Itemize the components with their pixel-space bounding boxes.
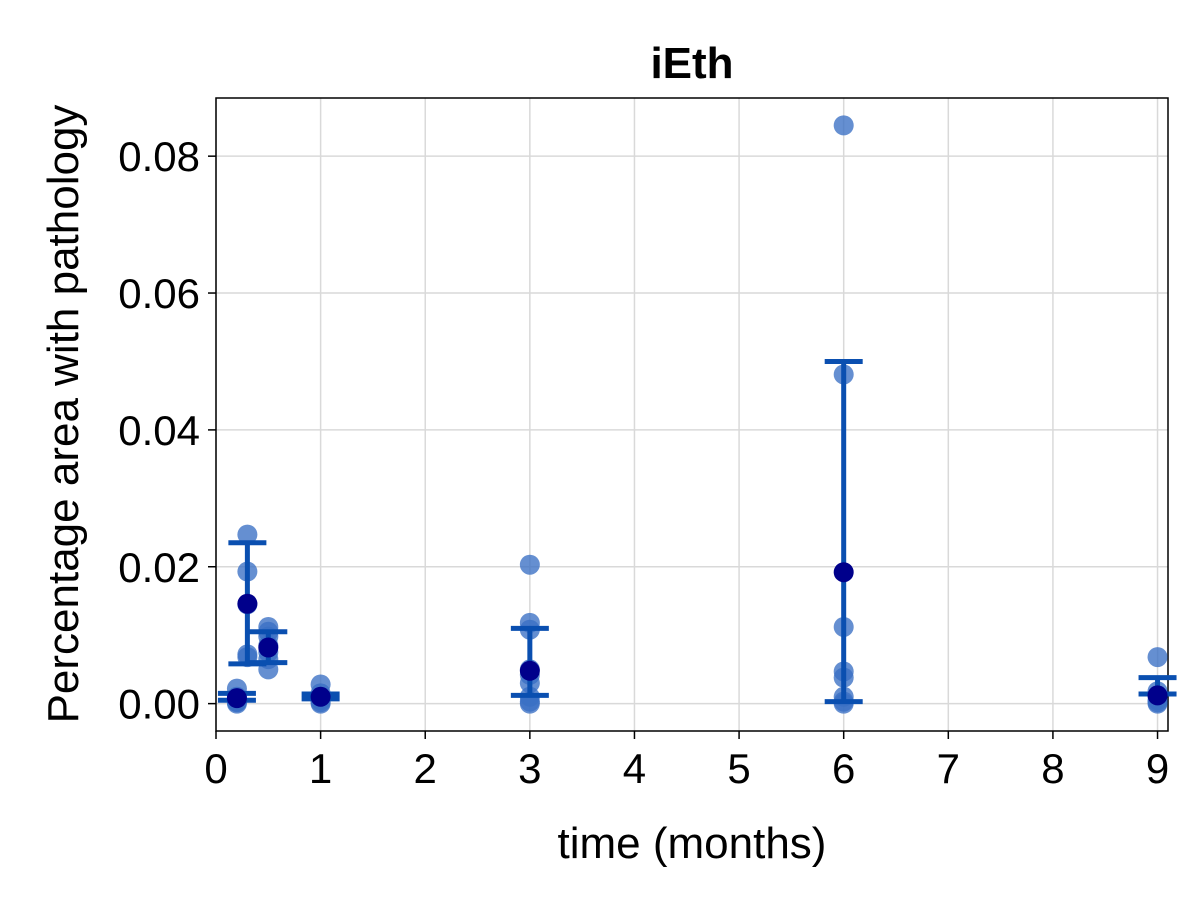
mean-point [1147,685,1168,706]
x-tick-label: 3 [518,745,541,792]
x-axis-label: time (months) [558,819,827,868]
data-point [519,554,540,575]
x-tick-label: 7 [937,745,960,792]
mean-point [237,593,258,614]
y-tick-label: 0.00 [118,681,200,728]
x-tick-label: 1 [309,745,332,792]
plot-frame [215,97,1169,732]
mean-point [258,637,279,658]
data-point [519,693,540,714]
data-point [1147,647,1168,668]
chart-title: iEth [650,39,733,88]
mean-point [226,688,247,709]
x-tick-label: 9 [1146,745,1169,792]
x-tick-label: 8 [1041,745,1064,792]
y-axis-label: Percentage area with pathology [39,105,88,724]
tick-layer: 0 1 2 3 4 5 6 7 8 9 0.00 0.02 0.04 0.06 0.08 [118,133,1169,792]
mean-point [519,660,540,681]
y-tick-label: 0.08 [118,133,200,180]
x-tick-label: 5 [727,745,750,792]
point-layer [226,115,1168,714]
grid-layer [215,98,1168,731]
x-tick-label: 6 [832,745,855,792]
mean-layer [226,562,1168,709]
errorbar-layer [217,358,1177,705]
y-tick-label: 0.06 [118,270,200,317]
y-tick-label: 0.02 [118,544,200,591]
data-point [833,115,854,136]
mean-point [310,686,331,707]
x-tick-label: 4 [623,745,646,792]
x-tick-label: 2 [414,745,437,792]
x-tick-label: 0 [204,745,227,792]
y-tick-label: 0.04 [118,407,200,454]
mean-point [833,562,854,583]
data-point [237,524,258,545]
